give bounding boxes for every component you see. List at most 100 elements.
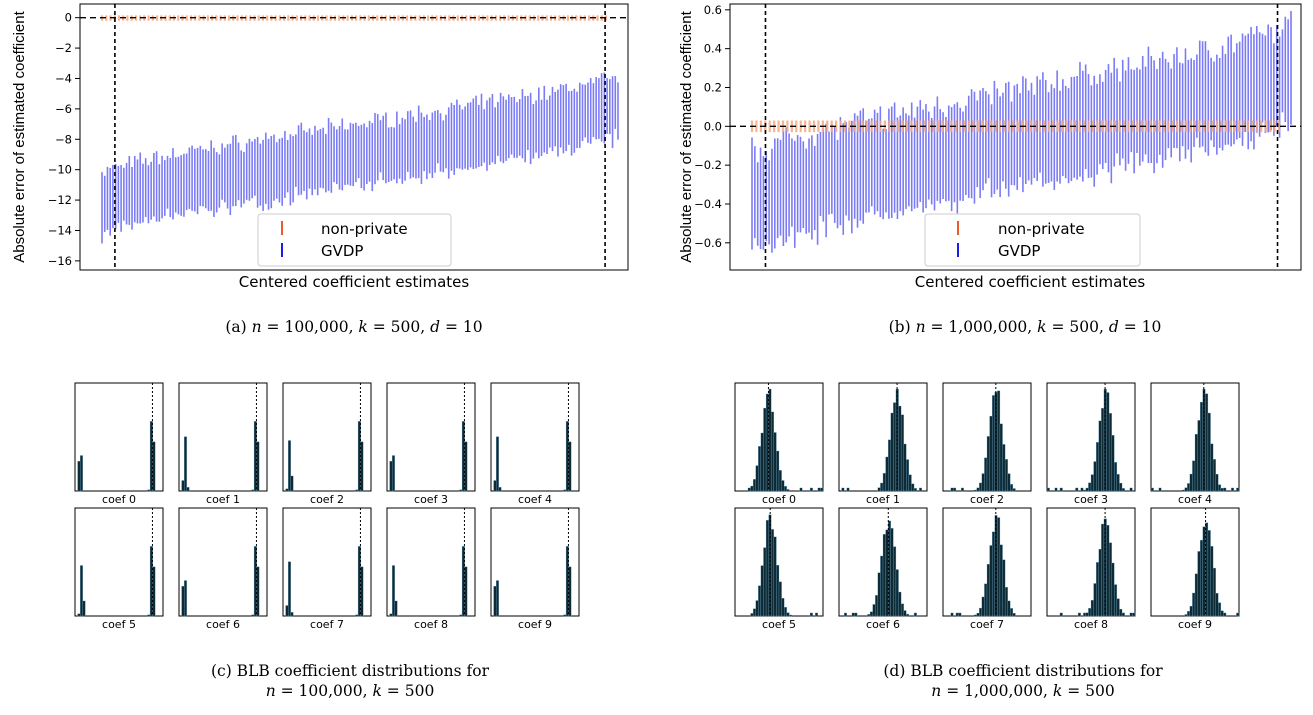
panel-d-hist-bar	[852, 613, 855, 616]
panel-d-hist-bar	[1109, 413, 1112, 491]
panel-d-hist-label: coef 6	[866, 618, 900, 631]
panel-c-hist-bar	[496, 437, 499, 491]
panel-c-histogram: coef 7	[283, 508, 371, 631]
panel-c-hist-bar	[465, 567, 468, 616]
panel-d-hist-bar	[815, 613, 818, 616]
panel-a-y-tick-label: −4	[55, 71, 72, 85]
panel-d-hist-bar	[984, 584, 987, 616]
panel-d-hist-bar	[761, 433, 764, 491]
panel-c-hist-bar	[465, 442, 468, 491]
panel-d-hist-bar	[893, 403, 896, 491]
panel-d-histogram: coef 8	[1047, 508, 1135, 631]
panel-d-hist-bar	[1094, 583, 1097, 616]
panel-d-hist-bar	[756, 466, 759, 491]
panel-c-hist-label: coef 3	[414, 493, 448, 506]
panel-d-hist-bar	[914, 613, 917, 616]
panel-d-hist-bar	[997, 391, 1000, 491]
panel-c-hist-bar	[257, 567, 260, 616]
panel-c-hist-bar	[257, 442, 260, 491]
panel-d-hist-bar	[1211, 444, 1214, 491]
panel-d-hist-bar	[818, 488, 821, 491]
panel-c-hist-frame	[283, 383, 371, 491]
panel-d-hist-bar	[1060, 613, 1063, 616]
panel-d-hist-bar	[1211, 546, 1214, 616]
caption-c-line2: n = 100,000, k = 500	[100, 681, 600, 701]
panel-d-hist-bar	[844, 613, 847, 616]
panel-d-hist-bar	[1185, 488, 1188, 491]
panel-c-hist-bar	[187, 487, 190, 491]
panel-d-hist-bar	[979, 483, 982, 491]
panel-d-hist-bar	[1000, 545, 1003, 616]
panel-d-hist-bar	[1005, 459, 1008, 491]
panel-d-hist-bar	[756, 601, 759, 616]
panel-d-hist-bar	[880, 483, 883, 491]
panel-d-histogram: coef 9	[1151, 508, 1239, 631]
panel-d-hist-bar	[1099, 549, 1102, 616]
panel-d-hist-bar	[1213, 568, 1216, 616]
panel-c-histograms: coef 0 coef 1 coef 2 coef 3 coef 4coef 5 coef…	[75, 383, 579, 631]
panel-b-y-tick-label: 0.4	[704, 42, 722, 56]
panel-d-hist-bar	[1094, 462, 1097, 491]
panel-c-hist-bar	[459, 490, 462, 491]
panel-d-hist-bar	[1218, 603, 1221, 616]
panel-c-hist-bar	[499, 487, 502, 491]
panel-d-hist-bar	[1223, 488, 1226, 491]
panel-d-hist-bar	[987, 564, 990, 616]
panel-d-hist-bar	[753, 609, 756, 616]
panel-d-hist-bar	[1055, 488, 1058, 491]
panel-d-hist-bar	[779, 582, 782, 616]
panel-d-hist-bar	[787, 613, 790, 616]
panel-d-hist-bar	[769, 389, 772, 491]
panel-d-hist-bar	[1236, 488, 1239, 491]
panel-a-y-tick-label: −2	[55, 41, 72, 55]
panel-a-y-tick-label: −12	[48, 193, 72, 207]
panel-d-hist-bar	[951, 488, 954, 491]
panel-d-hist-bar	[1000, 424, 1003, 491]
panel-d-hist-bar	[1231, 488, 1234, 491]
panel-d-hist-bar	[1003, 560, 1006, 616]
panel-c-hist-bar	[288, 562, 291, 616]
panel-d-histogram: coef 1	[839, 383, 927, 506]
panel-d-hist-bar	[974, 490, 977, 491]
caption-d-line1: (d) BLB coefficient distributions for	[773, 661, 1273, 681]
panel-d-hist-bar	[919, 488, 922, 491]
panel-d-hist-bar	[748, 488, 751, 491]
panel-c-hist-bar	[494, 480, 497, 491]
panel-a-y-tick-label: −8	[55, 132, 72, 146]
panel-c-hist-bar	[392, 565, 395, 616]
panel-d-hist-bar	[904, 444, 907, 491]
panel-d-hist-bar	[1151, 488, 1154, 491]
panel-d-hist-bar	[1114, 585, 1117, 616]
panel-c-hist-bar	[291, 476, 294, 491]
panel-d-hist-bar	[959, 613, 962, 616]
panel-c-hist-bar	[80, 456, 83, 491]
panel-d-hist-bar	[953, 488, 956, 491]
panel-d-hist-bar	[1208, 413, 1211, 491]
panel-d-hist-bar	[867, 614, 870, 616]
panel-c-histogram: coef 2	[283, 383, 371, 506]
panel-d-hist-bar	[883, 534, 886, 616]
panel-c-hist-bar	[361, 567, 364, 616]
panel-c-hist-bar	[184, 437, 187, 491]
panel-c-hist-label: coef 5	[102, 618, 136, 631]
panel-c-hist-bar	[496, 581, 499, 616]
panel-c-hist-bar	[182, 586, 185, 616]
panel-d-hist-bar	[1091, 475, 1094, 491]
caption-d-line2: n = 1,000,000, k = 500	[773, 681, 1273, 701]
panel-c-hist-label: coef 2	[310, 493, 344, 506]
panel-d-hist-bar	[1198, 420, 1201, 491]
panel-d-hist-label: coef 5	[762, 618, 796, 631]
panel-d-hist-bar	[1198, 551, 1201, 616]
panel-a-legend-np-label: non-private	[321, 220, 408, 238]
panel-d-hist-bar	[1101, 408, 1104, 491]
panel-d-hist-bar	[1182, 490, 1185, 491]
panel-d-hist-bar	[1187, 611, 1190, 616]
panel-a-legend: non-private GVDP	[258, 214, 451, 266]
panel-d-hist-bar	[1008, 474, 1011, 491]
panel-d-hist-bar	[1192, 461, 1195, 491]
panel-d-hist-bar	[906, 460, 909, 491]
panel-d-hist-label: coef 1	[866, 493, 900, 506]
panel-d-hist-bar	[909, 475, 912, 491]
panel-d-hist-bar	[1216, 593, 1219, 616]
panel-d-hist-bar	[1078, 613, 1081, 616]
